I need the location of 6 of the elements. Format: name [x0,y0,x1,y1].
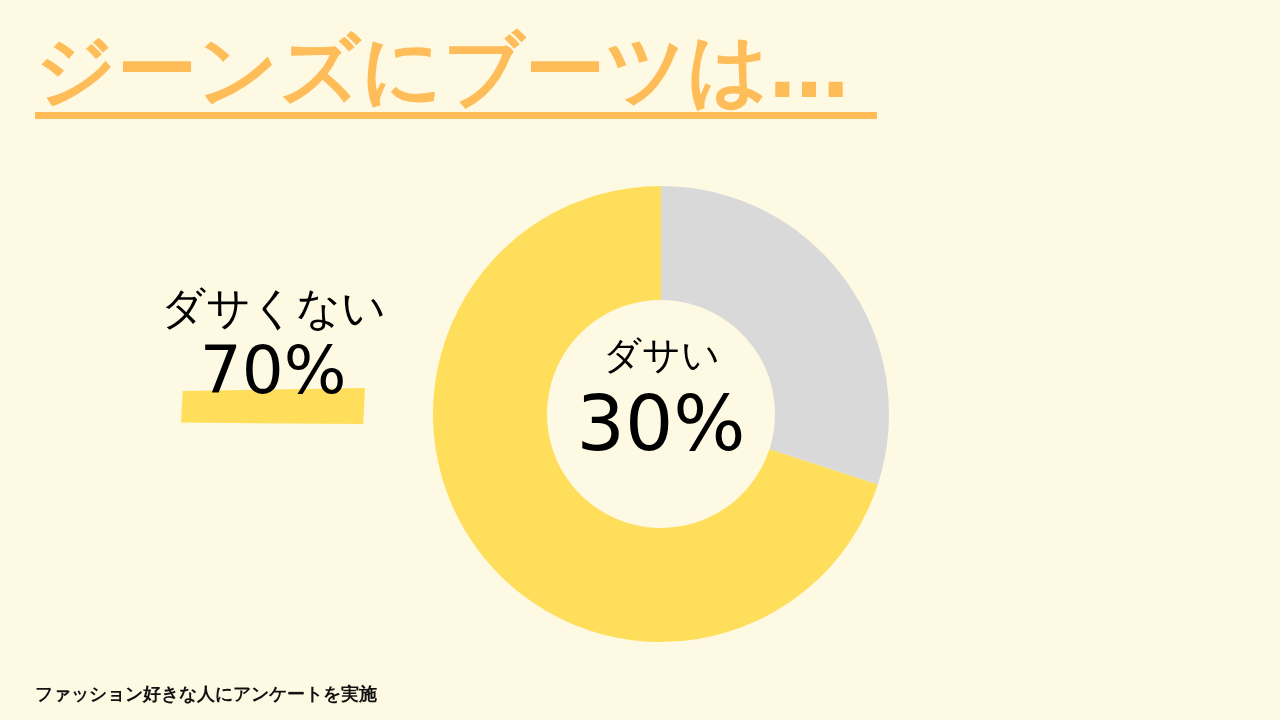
slice-label: ダサくない [160,282,386,334]
data-label: 30% [576,378,746,468]
text: ファッション好きな人にアンケートを実施 [35,682,377,706]
chart-title: ジーンズにブーツは… [35,23,850,118]
slice-label: ダサい [602,332,720,377]
data-label: 70% [199,332,347,410]
